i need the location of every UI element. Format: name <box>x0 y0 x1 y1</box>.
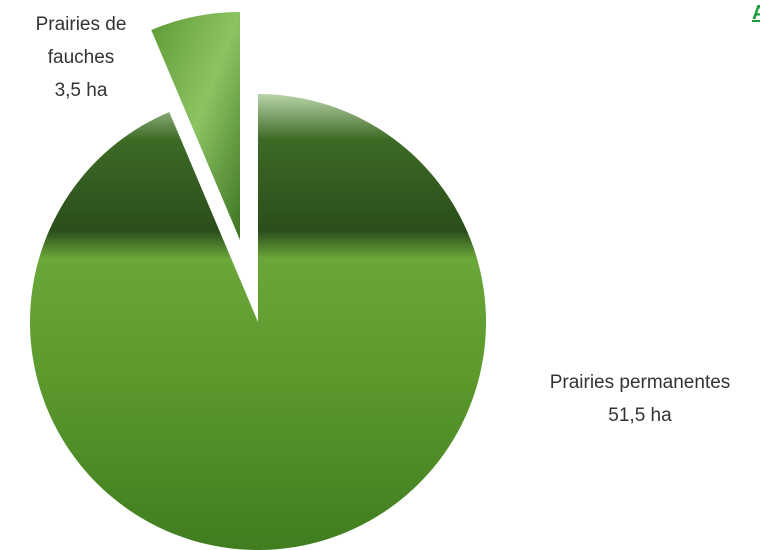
pie-slice <box>29 94 486 550</box>
pie-slice <box>151 12 240 240</box>
annotation: A <box>752 2 760 24</box>
category-label: Prairies de fauches <box>35 14 127 68</box>
value-label: 3,5 ha <box>54 80 108 101</box>
slice-label: Prairies de fauches 3,5 ha <box>11 8 151 107</box>
category-label: Prairies permanentes <box>549 372 731 393</box>
value-label: 51,5 ha <box>608 405 672 426</box>
slice-label: Prairies permanentes 51,5 ha <box>520 366 760 432</box>
